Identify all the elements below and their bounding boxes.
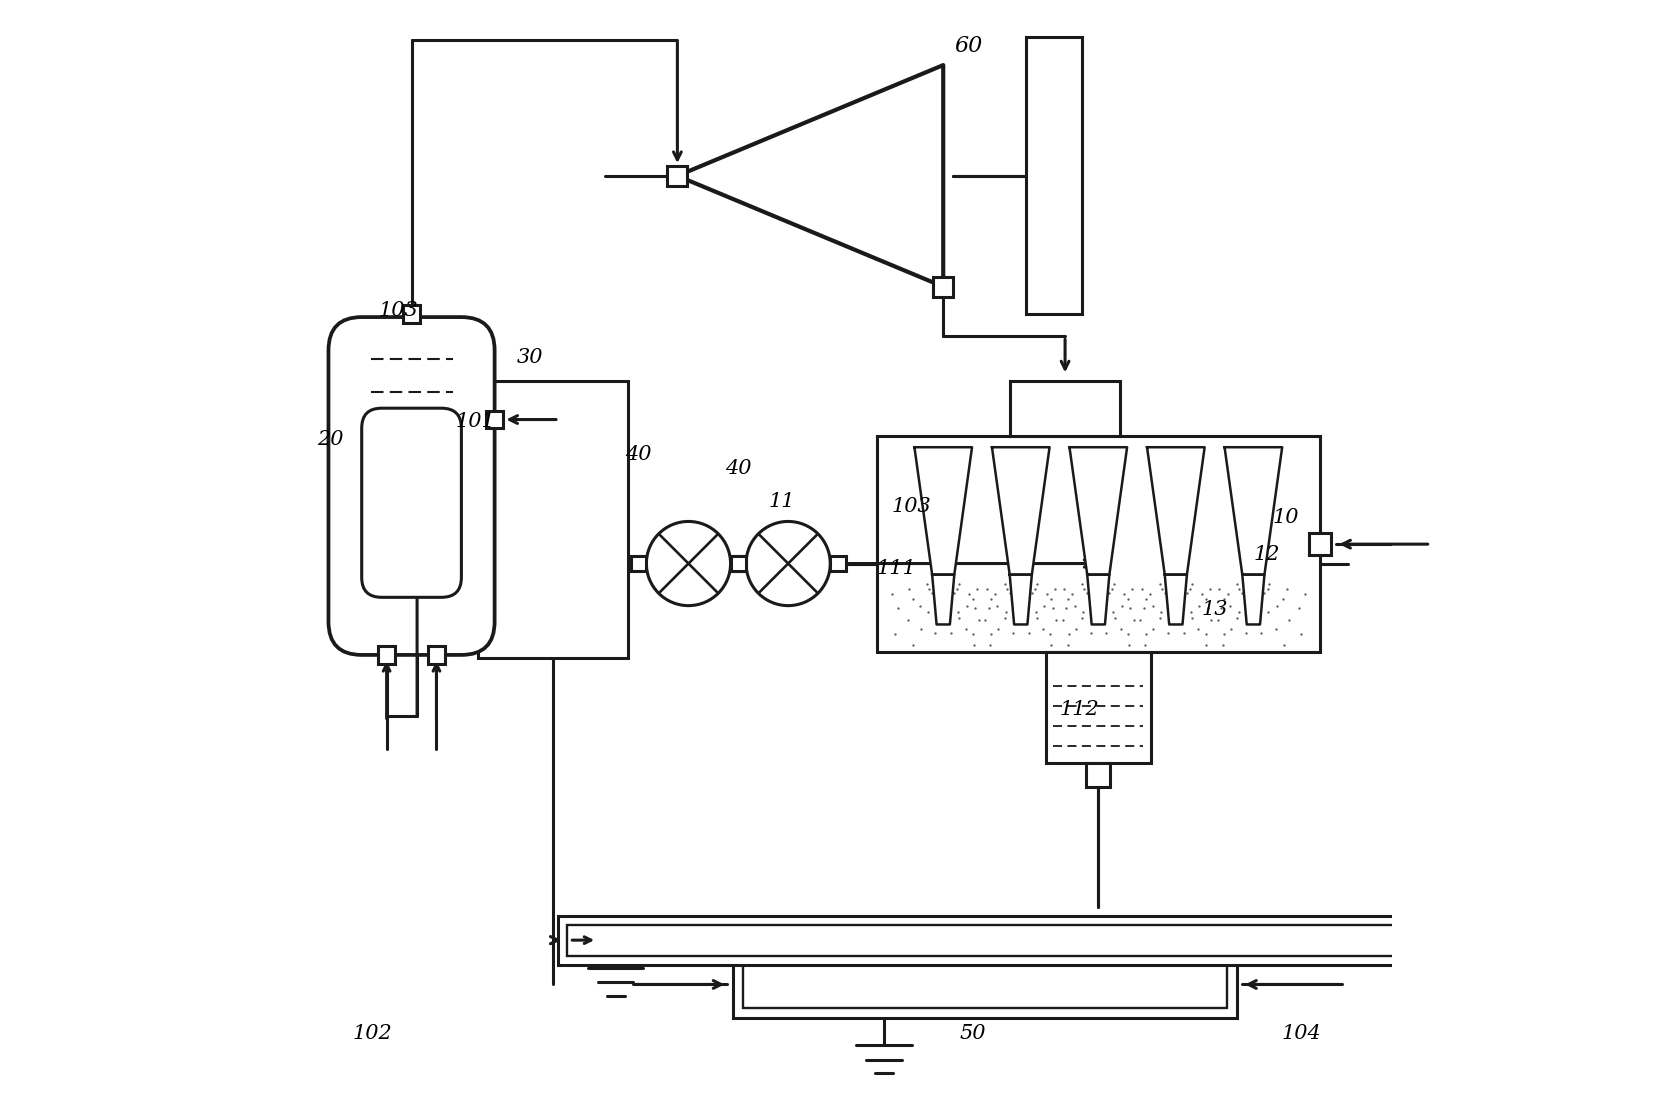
Bar <box>1046 652 1151 763</box>
Bar <box>478 381 627 657</box>
Polygon shape <box>932 575 954 625</box>
Bar <box>934 277 954 297</box>
Text: 30: 30 <box>516 348 543 367</box>
Polygon shape <box>1069 448 1126 575</box>
Polygon shape <box>1165 575 1187 625</box>
Polygon shape <box>1242 575 1264 625</box>
Bar <box>1309 533 1331 556</box>
Bar <box>1009 381 1121 436</box>
Text: 60: 60 <box>954 36 982 57</box>
FancyBboxPatch shape <box>328 317 494 655</box>
Circle shape <box>746 521 830 606</box>
Text: 102: 102 <box>354 1024 392 1043</box>
Text: 11: 11 <box>768 492 794 511</box>
Text: 20: 20 <box>317 431 344 450</box>
Bar <box>1086 763 1111 787</box>
Bar <box>731 556 746 571</box>
Text: 13: 13 <box>1202 600 1229 619</box>
Polygon shape <box>1088 575 1110 625</box>
Bar <box>486 411 503 429</box>
Text: 104: 104 <box>1280 1024 1321 1043</box>
Bar <box>877 436 1319 652</box>
Text: 111: 111 <box>877 559 917 578</box>
Bar <box>742 961 1227 1008</box>
Bar <box>377 646 396 664</box>
Polygon shape <box>915 448 972 575</box>
Circle shape <box>647 521 731 606</box>
Text: 112: 112 <box>1059 700 1099 719</box>
Text: 40: 40 <box>726 460 751 479</box>
Bar <box>427 646 446 664</box>
Polygon shape <box>1225 448 1282 575</box>
Bar <box>1026 38 1081 315</box>
Text: 12: 12 <box>1254 545 1280 564</box>
Bar <box>566 925 1421 955</box>
Polygon shape <box>992 448 1049 575</box>
Bar <box>830 556 846 571</box>
Text: 50: 50 <box>960 1024 987 1043</box>
Bar <box>558 916 1431 964</box>
Text: 40: 40 <box>625 445 652 464</box>
Polygon shape <box>677 65 944 287</box>
Text: 103: 103 <box>379 301 417 320</box>
Text: 101: 101 <box>456 412 496 431</box>
Text: 10: 10 <box>1272 508 1299 527</box>
Bar <box>630 556 647 571</box>
Bar <box>732 951 1237 1018</box>
Polygon shape <box>1146 448 1205 575</box>
FancyBboxPatch shape <box>362 408 461 597</box>
Bar <box>731 556 746 571</box>
Polygon shape <box>1009 575 1032 625</box>
Text: 103: 103 <box>892 497 930 516</box>
Bar <box>667 166 687 186</box>
Bar <box>402 305 421 323</box>
